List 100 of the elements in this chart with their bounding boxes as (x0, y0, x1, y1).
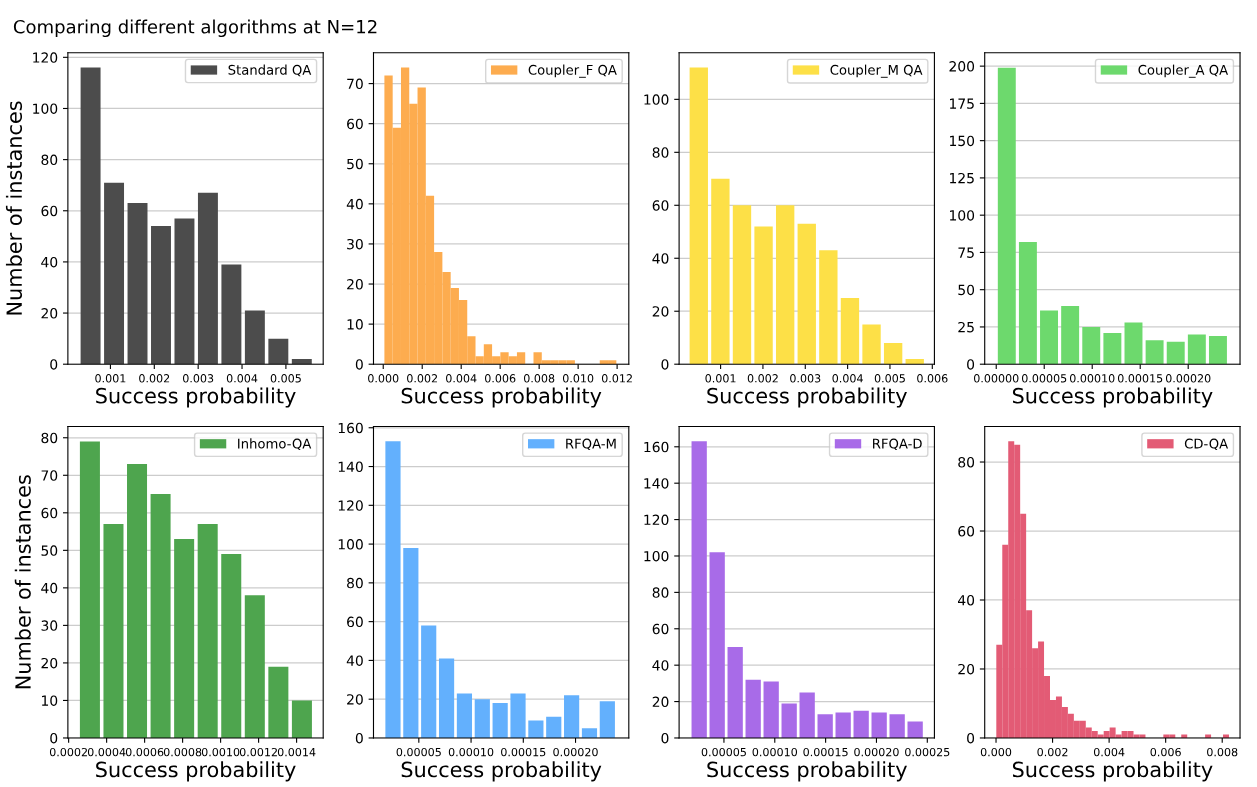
y-tick-label: 75 (958, 247, 974, 258)
legend-label: Standard QA (228, 64, 312, 77)
y-tick-label: 20 (347, 694, 363, 705)
x-tick-label: 0.00010 (752, 747, 798, 757)
y-tick-label: 20 (41, 657, 58, 669)
y-tick-label: 60 (347, 118, 363, 130)
y-tick-label: 60 (958, 525, 975, 537)
x-axis-title: Success probability (96, 387, 296, 408)
y-tick-label: 150 (950, 135, 975, 147)
y-tick-label: 120 (338, 500, 363, 511)
x-tick-label: 0.0012 (239, 747, 277, 757)
x-tick-label: 0.006 (917, 374, 948, 383)
y-tick-label: 0 (967, 732, 975, 744)
x-tick-label: 0.005 (270, 374, 301, 383)
x-axis-title: Success probability (1012, 387, 1213, 408)
y-tick-label: 0 (661, 359, 669, 370)
x-tick-label: 0.00010 (1069, 374, 1115, 383)
y-tick-label: 100 (33, 103, 58, 114)
y-tick-label: 80 (41, 432, 58, 444)
y-tick-label: 70 (41, 470, 58, 481)
y-tick-label: 80 (41, 154, 58, 166)
x-tick-label: 0.001 (705, 374, 736, 383)
y-tick-label: 80 (652, 147, 669, 158)
y-axis-title: Number of instances (14, 475, 31, 689)
y-tick-label: 60 (347, 616, 363, 628)
y-tick-label: 40 (41, 256, 58, 268)
x-tick-label: 0.00015 (1117, 374, 1163, 383)
y-tick-label: 80 (958, 456, 975, 468)
x-tick-label: 0.000 (980, 747, 1012, 757)
x-tick-label: 0.003 (183, 374, 214, 383)
x-tick-label: 0.006 (1150, 747, 1181, 757)
y-tick-label: 200 (949, 61, 975, 72)
x-tick-label: 0.00005 (701, 747, 746, 757)
y-tick-label: 80 (652, 587, 669, 598)
x-tick-label: 0.0008 (163, 747, 202, 757)
x-tick-label: 0.00015 (803, 747, 848, 757)
x-tick-label: 0.00025 (905, 747, 950, 757)
legend-label: CD-QA (1184, 438, 1229, 451)
x-tick-label: 0.008 (1207, 747, 1238, 757)
legend-label: Inhomo-QA (238, 438, 312, 451)
y-tick-label: 140 (338, 461, 363, 473)
y-tick-label: 0 (661, 732, 669, 744)
y-tick-label: 100 (950, 210, 975, 221)
x-tick-label: 0.008 (523, 374, 555, 383)
y-tick-label: 40 (346, 655, 363, 666)
x-tick-label: 0.00005 (396, 747, 441, 757)
y-tick-label: 50 (41, 545, 58, 556)
x-axis-title: Success probability (707, 761, 907, 782)
y-tick-label: 40 (652, 253, 669, 264)
y-tick-label: 10 (42, 695, 58, 706)
x-tick-label: 0.002 (139, 374, 170, 383)
y-tick-label: 0 (355, 359, 363, 370)
y-tick-label: 40 (958, 594, 975, 606)
y-tick-label: 40 (652, 660, 669, 671)
y-tick-label: 175 (950, 98, 974, 109)
x-axis-title: Success probability (401, 761, 602, 782)
x-tick-label: 0.0006 (125, 747, 164, 757)
x-tick-label: 0.00020 (553, 747, 598, 757)
x-tick-label: 0.004 (1093, 747, 1125, 757)
x-tick-label: 0.00020 (1165, 374, 1211, 383)
y-tick-label: 100 (644, 94, 669, 105)
x-tick-label: 0.002 (407, 374, 438, 383)
y-tick-label: 0 (50, 359, 58, 370)
chart-title: Comparing different algorithms at N=12 (13, 19, 377, 38)
x-tick-label: 0.00005 (1021, 374, 1067, 383)
y-tick-label: 20 (652, 306, 669, 317)
y-tick-label: 20 (958, 663, 975, 675)
y-tick-label: 0 (355, 732, 363, 744)
legend-label: RFQA-M (566, 438, 616, 451)
y-tick-label: 160 (644, 441, 669, 453)
x-tick-label: 0.000 (368, 374, 399, 383)
y-tick-label: 20 (41, 308, 58, 319)
x-tick-label: 0.004 (832, 374, 863, 383)
y-tick-label: 0 (50, 732, 58, 744)
y-tick-label: 30 (41, 620, 58, 631)
legend-label: Coupler_A QA (1138, 64, 1229, 78)
y-tick-label: 30 (347, 238, 363, 250)
y-tick-label: 20 (652, 696, 669, 708)
y-tick-label: 125 (950, 172, 974, 184)
x-tick-label: 0.002 (747, 374, 778, 383)
x-tick-label: 0.006 (485, 374, 516, 383)
x-tick-label: 0.00015 (501, 747, 546, 757)
y-tick-label: 100 (644, 550, 669, 562)
y-tick-label: 60 (652, 200, 669, 211)
x-tick-label: 0.004 (446, 374, 477, 383)
y-axis-title: Number of instances (5, 101, 23, 315)
x-axis-title: Success probability (707, 387, 907, 408)
y-tick-label: 0 (967, 359, 975, 370)
x-tick-label: 0.003 (790, 374, 821, 383)
y-tick-label: 50 (958, 284, 975, 296)
y-tick-label: 60 (41, 205, 58, 217)
y-tick-label: 25 (958, 321, 974, 333)
x-tick-label: 0.00010 (448, 747, 494, 757)
x-tick-label: 0.0010 (201, 747, 240, 757)
x-axis-title: Success probability (96, 761, 296, 782)
y-tick-label: 70 (347, 78, 363, 90)
x-tick-label: 0.010 (562, 374, 594, 383)
y-tick-label: 20 (347, 279, 363, 290)
y-tick-label: 60 (652, 623, 669, 635)
y-tick-label: 160 (338, 422, 363, 434)
